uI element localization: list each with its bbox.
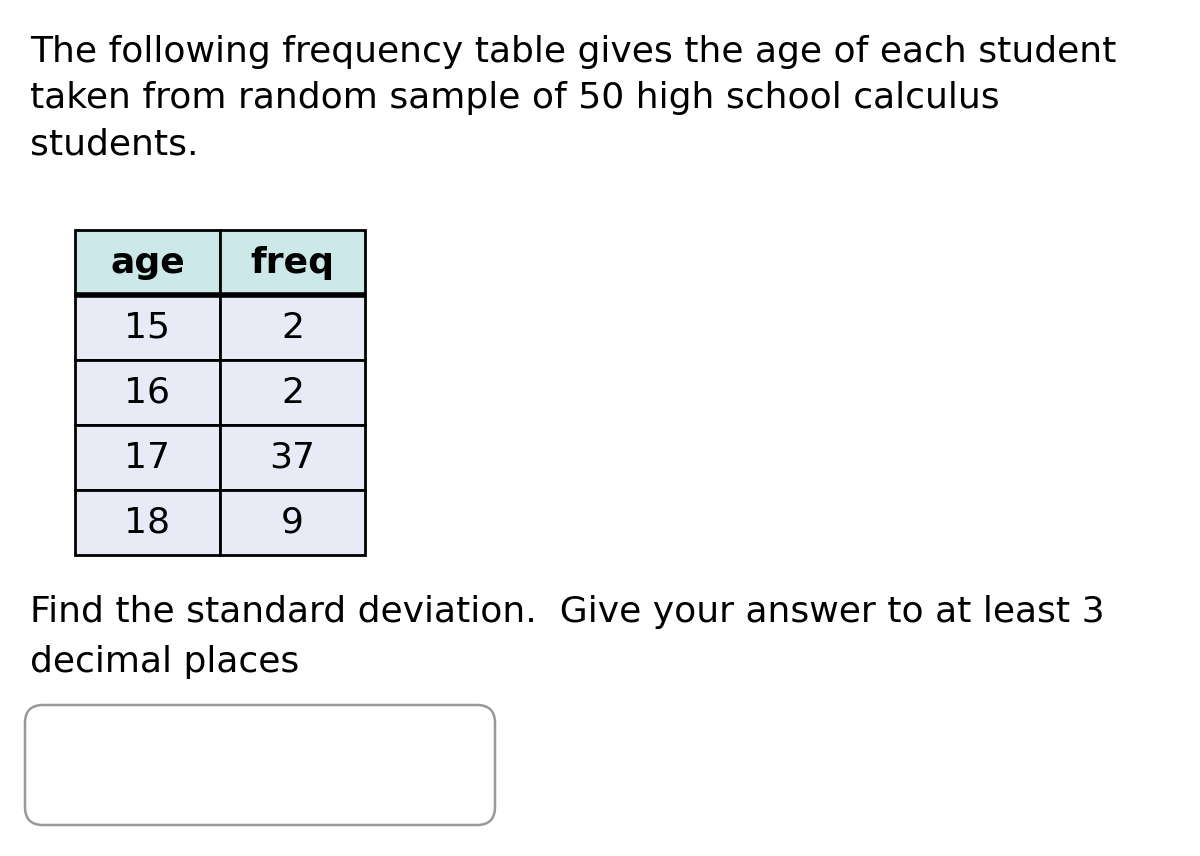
Bar bbox=[220, 360, 365, 425]
Text: 17: 17 bbox=[125, 441, 170, 474]
FancyBboxPatch shape bbox=[25, 705, 496, 825]
Text: Find the standard deviation.  Give your answer to at least 3
decimal places: Find the standard deviation. Give your a… bbox=[30, 595, 1105, 679]
Text: 2: 2 bbox=[281, 311, 304, 344]
Text: 37: 37 bbox=[270, 441, 316, 474]
Text: 15: 15 bbox=[125, 311, 170, 344]
Bar bbox=[74, 230, 220, 295]
Text: 18: 18 bbox=[125, 506, 170, 539]
Text: 2: 2 bbox=[281, 376, 304, 409]
Bar bbox=[220, 490, 365, 555]
Text: The following frequency table gives the age of each student
taken from random sa: The following frequency table gives the … bbox=[30, 35, 1116, 161]
Text: freq: freq bbox=[251, 246, 335, 280]
Bar bbox=[220, 230, 365, 295]
Bar bbox=[74, 490, 220, 555]
Bar bbox=[74, 360, 220, 425]
Bar bbox=[220, 425, 365, 490]
Text: age: age bbox=[110, 246, 185, 280]
Text: 16: 16 bbox=[125, 376, 170, 409]
Bar bbox=[220, 295, 365, 360]
Bar bbox=[74, 295, 220, 360]
Bar bbox=[74, 425, 220, 490]
Text: 9: 9 bbox=[281, 506, 304, 539]
